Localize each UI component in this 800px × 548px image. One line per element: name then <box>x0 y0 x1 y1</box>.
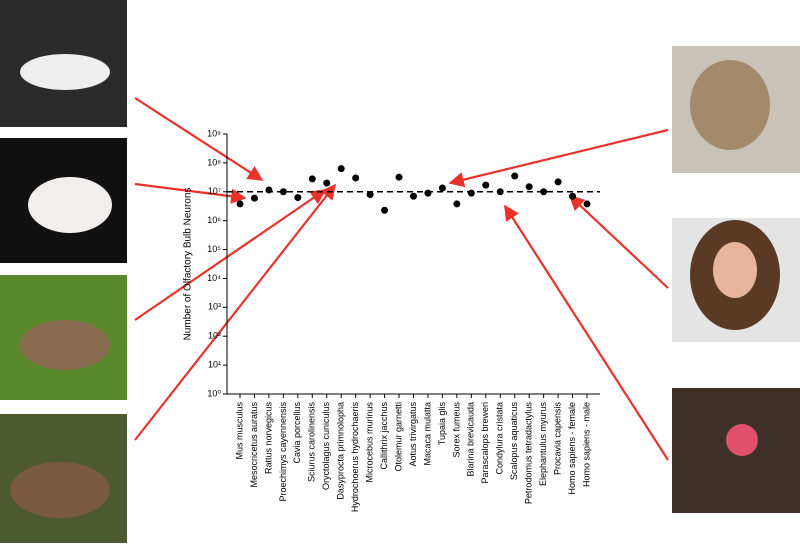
x-tick-label: Aotus trivirgatus <box>408 402 418 467</box>
marker <box>438 184 446 192</box>
photo-mouse <box>28 177 112 233</box>
x-tick-label: Microcebus murinus <box>365 402 375 483</box>
photo-woman <box>713 242 757 298</box>
photo-monkey <box>690 60 770 150</box>
marker <box>496 188 504 196</box>
marker <box>410 192 417 200</box>
x-tick-label: Sorex fumeus <box>451 402 461 458</box>
arrow <box>134 189 327 321</box>
photo-mole <box>726 424 758 456</box>
y-axis-label: Number of Olfactory Bulb Neurons <box>183 188 194 341</box>
marker <box>250 194 258 202</box>
photo-capybara <box>10 462 110 518</box>
marker <box>279 188 287 196</box>
x-tick-label: Macaca mulatta <box>422 402 432 466</box>
x-tick-label: Otolemur garnetti <box>393 402 403 472</box>
marker <box>323 179 331 187</box>
marker <box>511 172 519 180</box>
marker <box>294 194 302 202</box>
x-tick-label: Cavia porcellus <box>292 402 302 464</box>
arrow <box>504 204 669 461</box>
x-tick-label: Blarina brevicauda <box>466 402 476 477</box>
x-tick-label: Oryctolagus cuniculus <box>321 402 331 491</box>
x-tick-label: Condylura cristata <box>495 402 505 475</box>
x-tick-label: Proechimys cayennensis <box>278 402 288 502</box>
marker <box>525 183 533 191</box>
marker <box>236 200 244 208</box>
x-tick-label: Rattus norvegicus <box>263 402 273 475</box>
marker <box>337 165 345 173</box>
marker <box>482 181 490 189</box>
y-tick-label: 10³ <box>208 302 221 312</box>
x-tick-label: Scalopus aquaticus <box>509 402 519 481</box>
y-tick-label: 10² <box>208 331 221 341</box>
x-tick-label: Callithrix jacchus <box>379 402 389 470</box>
y-tick-label: 10⁸ <box>207 157 221 167</box>
x-tick-label: Tupaia glis <box>437 402 447 446</box>
photo-rat <box>20 54 110 90</box>
x-tick-label: Dasyprocta primnolopha <box>336 402 346 500</box>
marker <box>453 200 461 208</box>
marker <box>424 189 432 197</box>
marker <box>308 175 316 183</box>
y-tick-label: 10⁵ <box>207 244 221 254</box>
x-tick-label: Hydrochoerus hydrochaeris <box>350 402 360 513</box>
y-tick-label: 10⁷ <box>208 186 221 196</box>
x-tick-label: Parascalops breweri <box>480 402 490 484</box>
x-tick-label: Homo sapiens - female <box>567 402 577 495</box>
y-tick-label: 10⁴ <box>207 273 221 283</box>
arrow <box>134 97 264 181</box>
x-tick-label: Elephantulus myurus <box>538 402 548 487</box>
y-tick-label: 10¹ <box>208 359 221 369</box>
y-tick-label: 10⁶ <box>207 215 221 225</box>
x-tick-label: Sciurus carolinensis <box>307 402 317 483</box>
x-tick-label: Petrodomus tetradactylus <box>524 402 534 505</box>
y-tick-label: 10⁰ <box>207 388 221 398</box>
y-tick-label: 10⁹ <box>207 128 221 138</box>
marker <box>583 200 591 208</box>
marker <box>569 192 577 200</box>
x-tick-label: Mus musculus <box>234 402 244 460</box>
arrow <box>568 194 669 289</box>
arrow <box>134 183 336 441</box>
x-tick-label: Mesocricetus auratus <box>249 402 259 488</box>
marker <box>366 191 374 199</box>
marker <box>265 186 273 194</box>
marker <box>540 188 548 196</box>
marker <box>352 174 360 182</box>
photo-rabbit <box>20 320 110 370</box>
marker <box>467 189 475 197</box>
marker <box>554 178 562 186</box>
marker <box>395 173 403 181</box>
x-tick-label: Homo sapiens - male <box>581 402 591 487</box>
marker <box>381 206 389 214</box>
x-tick-label: Procavia capensis <box>552 402 562 476</box>
arrow <box>448 128 669 188</box>
